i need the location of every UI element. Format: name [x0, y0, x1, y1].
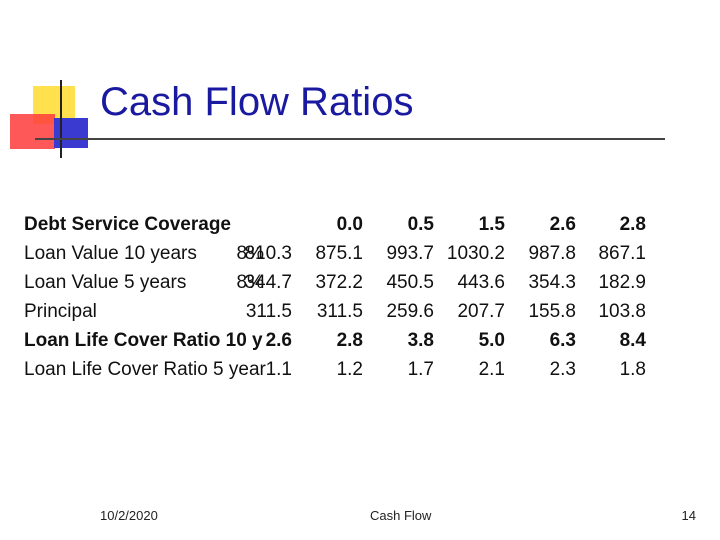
- row-label: Loan Life Cover Ratio 10 y: [24, 330, 263, 351]
- row-value: 1.2: [336, 359, 363, 380]
- row-value: 443.6: [457, 272, 505, 293]
- table-row: Debt Service Coverage 0.0 0.5 1.5 2.6 2.8: [24, 214, 694, 243]
- row-value: 987.8: [528, 243, 576, 264]
- row-label: Loan Value 10 years: [24, 243, 197, 264]
- row-value: 311.5: [245, 301, 292, 322]
- table-row: Loan Value 10 years 8% 810.3 875.1 993.7 1030…: [24, 243, 694, 272]
- row-label: Principal: [24, 301, 97, 322]
- row-value: 450.5: [386, 272, 434, 293]
- row-value: 993.7: [386, 243, 434, 264]
- row-label: Loan Life Cover Ratio 5 year: [24, 359, 266, 380]
- row-value: 8.4: [619, 330, 646, 351]
- title-underline: [35, 138, 665, 140]
- table-row: Loan Value 5 years 8% 344.7 372.2 450.5 443.6…: [24, 272, 694, 301]
- footer-title: Cash Flow: [370, 508, 432, 523]
- row-value: 155.8: [528, 301, 576, 322]
- row-value: 207.7: [457, 301, 505, 322]
- row-value: 1030.2: [446, 243, 505, 264]
- row-value: 354.3: [528, 272, 576, 293]
- row-value: 2.8: [619, 214, 646, 235]
- footer-date: 10/2/2020: [100, 508, 158, 523]
- logo-vertical-line: [60, 80, 62, 158]
- row-value: 2.3: [549, 359, 576, 380]
- row-label: Debt Service Coverage: [24, 214, 231, 235]
- row-value: 867.1: [598, 243, 646, 264]
- row-value: 344.7: [244, 272, 292, 293]
- slide-logo-decoration: [0, 0, 110, 170]
- footer-page-number: 14: [681, 508, 696, 523]
- row-value: 2.6: [265, 330, 292, 351]
- row-value: 0.0: [336, 214, 363, 235]
- row-value: 311.5: [316, 301, 363, 322]
- cash-flow-table: Debt Service Coverage 0.0 0.5 1.5 2.6 2.8 Loan…: [24, 214, 694, 388]
- row-rate: 8%: [236, 243, 264, 264]
- row-value: 2.8: [336, 330, 363, 351]
- row-value: 1.7: [407, 359, 434, 380]
- row-value: 103.8: [598, 301, 646, 322]
- table-row: Loan Life Cover Ratio 5 year 1.1 1.2 1.7 2.1…: [24, 359, 694, 388]
- row-value: 875.1: [315, 243, 363, 264]
- row-value: 3.8: [407, 330, 434, 351]
- row-value: 1.8: [619, 359, 646, 380]
- row-value: 1.1: [265, 359, 292, 380]
- row-value: 182.9: [598, 272, 646, 293]
- table-row: Principal 311.5 311.5 259.6 207.7 155.8 103.8: [24, 301, 694, 330]
- row-value: 1.5: [478, 214, 505, 235]
- row-value: 2.6: [549, 214, 576, 235]
- slide-title: Cash Flow Ratios: [100, 80, 414, 124]
- row-value: 2.1: [478, 359, 505, 380]
- row-value: 0.5: [407, 214, 434, 235]
- logo-blue-square: [54, 118, 88, 148]
- row-value: 259.6: [386, 301, 434, 322]
- row-value: 6.3: [549, 330, 576, 351]
- table-row: Loan Life Cover Ratio 10 y 2.6 2.8 3.8 5.0 6.…: [24, 330, 694, 359]
- row-value: 810.3: [244, 243, 292, 264]
- row-value: 372.2: [315, 272, 363, 293]
- row-rate: 8%: [236, 272, 264, 293]
- logo-red-square: [10, 114, 55, 149]
- row-label: Loan Value 5 years: [24, 272, 187, 293]
- row-value: 5.0: [478, 330, 505, 351]
